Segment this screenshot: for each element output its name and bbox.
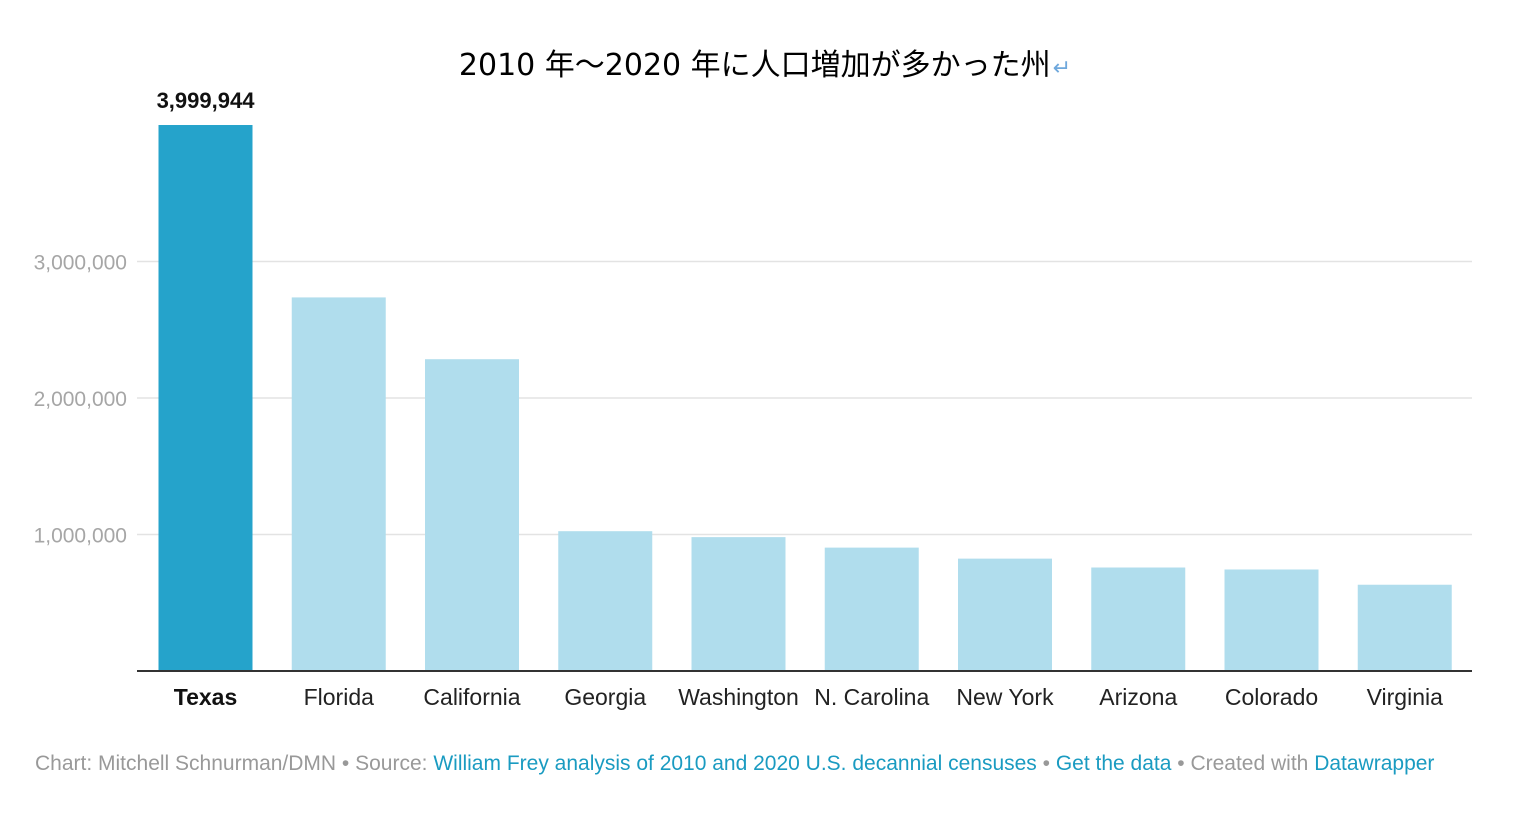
datawrapper-link[interactable]: Datawrapper [1314, 752, 1435, 775]
y-tick-label: 1,000,000 [34, 525, 127, 548]
return-mark-icon: ↵ [1052, 56, 1072, 81]
x-tick-label: Colorado [1225, 684, 1318, 710]
x-tick-label: Washington [678, 684, 799, 710]
data-labels: 3,999,944 [157, 88, 256, 113]
chart-footer: Chart: Mitchell Schnurman/DMN • Source: … [35, 752, 1434, 776]
chart-title-text: 2010 年～2020 年に人口増加が多かった州 [458, 48, 1051, 83]
bar-california [425, 359, 519, 671]
x-tick-label: Georgia [564, 684, 646, 710]
footer-separator: • [1036, 752, 1056, 775]
bar-new-york [958, 558, 1052, 671]
bar-virginia [1357, 584, 1452, 671]
x-tick-label: N. Carolina [814, 684, 929, 710]
bars [158, 125, 1452, 672]
y-axis-ticks: 1,000,000 2,000,000 3,000,000 [34, 252, 127, 548]
footer-separator: • Source: [336, 752, 434, 775]
x-tick-label: California [423, 684, 520, 710]
bar-texas [158, 125, 253, 672]
get-data-link[interactable]: Get the data [1055, 752, 1172, 775]
y-tick-label: 2,000,000 [34, 388, 127, 411]
source-link[interactable]: William Frey analysis of 2010 and 2020 U… [433, 752, 1037, 775]
bar-colorado [1224, 569, 1319, 671]
bar-florida [291, 297, 386, 671]
data-label: 3,999,944 [157, 88, 256, 113]
x-tick-label: Virginia [1367, 684, 1443, 710]
x-tick-label: Arizona [1099, 684, 1177, 710]
footer-separator: • Created with [1171, 752, 1315, 775]
x-axis-ticks: Texas Florida California Georgia Washington N… [174, 684, 1443, 710]
x-tick-label: Texas [174, 684, 238, 710]
chart-title: 2010 年～2020 年に人口増加が多かった州↵ [0, 40, 1530, 84]
bar-arizona [1091, 567, 1186, 671]
y-tick-label: 3,000,000 [34, 252, 127, 275]
bar-n-carolina [824, 547, 919, 671]
x-tick-label: Florida [304, 684, 375, 710]
x-tick-label: New York [956, 684, 1054, 710]
footer-credit: Chart: Mitchell Schnurman/DMN [35, 752, 337, 775]
bar-georgia [558, 531, 653, 671]
bar-washington [691, 537, 786, 671]
